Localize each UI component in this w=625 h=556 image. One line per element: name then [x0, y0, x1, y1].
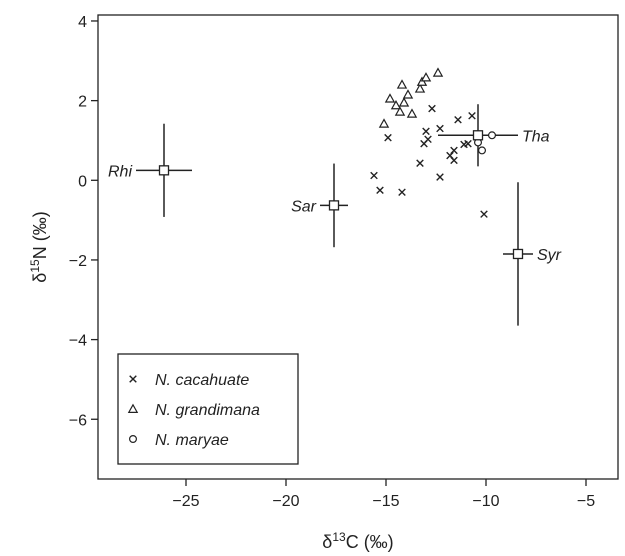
x-axis-title-prefix: δ	[322, 532, 332, 552]
point-triangle	[400, 98, 408, 106]
y-tick-label: −6	[69, 412, 87, 429]
x-tick-label: −15	[372, 493, 399, 510]
point-x	[481, 211, 488, 218]
point-triangle	[404, 90, 412, 98]
legend-label: N. grandimana	[155, 402, 260, 419]
y-axis: 4 2 0 −2 −4 −6	[69, 14, 98, 429]
legend-label: N. maryae	[155, 432, 229, 449]
y-tick-label: 0	[78, 173, 87, 190]
point-triangle	[408, 110, 416, 118]
legend-marker-circle	[130, 436, 137, 443]
annotations: Rhi Sar Tha Syr	[108, 128, 562, 264]
point-x	[399, 189, 406, 196]
point-x	[429, 105, 436, 112]
point-circle	[489, 132, 496, 139]
x-tick-label: −20	[272, 493, 299, 510]
mean-marker	[160, 166, 169, 175]
legend-label: N. cacahuate	[155, 372, 249, 389]
x-axis-title-sup: 13	[332, 530, 346, 544]
point-triangle	[422, 73, 430, 81]
point-x	[385, 134, 392, 141]
mean-markers	[160, 131, 523, 259]
point-x	[377, 187, 384, 194]
legend: N. cacahuate N. grandimana N. maryae	[118, 354, 298, 464]
mean-marker	[514, 249, 523, 258]
y-tick-label: 2	[78, 94, 87, 111]
y-axis-title-prefix: δ	[30, 273, 50, 283]
point-triangle	[386, 94, 394, 102]
point-x	[437, 125, 444, 132]
data-points	[371, 69, 496, 218]
x-axis-title-suffix: C (‰)	[346, 532, 394, 552]
x-axis-title: δ13C (‰)	[322, 530, 393, 552]
y-tick-label: −2	[69, 253, 87, 270]
y-axis-title-suffix: N (‰)	[30, 211, 50, 259]
point-triangle	[380, 120, 388, 128]
point-x	[437, 174, 444, 181]
y-tick-label: −4	[69, 333, 87, 350]
y-axis-title-sup: 15	[28, 259, 42, 273]
point-x	[425, 136, 432, 143]
point-triangle	[398, 80, 406, 88]
mean-marker	[330, 201, 339, 210]
point-x	[371, 172, 378, 179]
x-axis: −25 −20 −15 −10 −5	[172, 479, 595, 510]
point-x	[451, 157, 458, 164]
point-x	[469, 112, 476, 119]
point-circle	[479, 147, 486, 154]
point-x	[455, 116, 462, 123]
x-tick-label: −10	[472, 493, 499, 510]
mean-label: Tha	[522, 128, 550, 145]
point-triangle	[434, 69, 442, 77]
mean-label: Rhi	[108, 163, 132, 180]
point-x	[451, 147, 458, 154]
point-x	[417, 160, 424, 167]
y-tick-label: 4	[78, 14, 87, 31]
x-tick-label: −5	[577, 493, 595, 510]
mean-label: Syr	[537, 247, 562, 264]
point-x	[423, 128, 430, 135]
mean-marker	[474, 131, 483, 140]
x-tick-label: −25	[172, 493, 199, 510]
y-axis-title: δ15N (‰)	[28, 211, 50, 282]
mean-label: Sar	[291, 198, 317, 215]
